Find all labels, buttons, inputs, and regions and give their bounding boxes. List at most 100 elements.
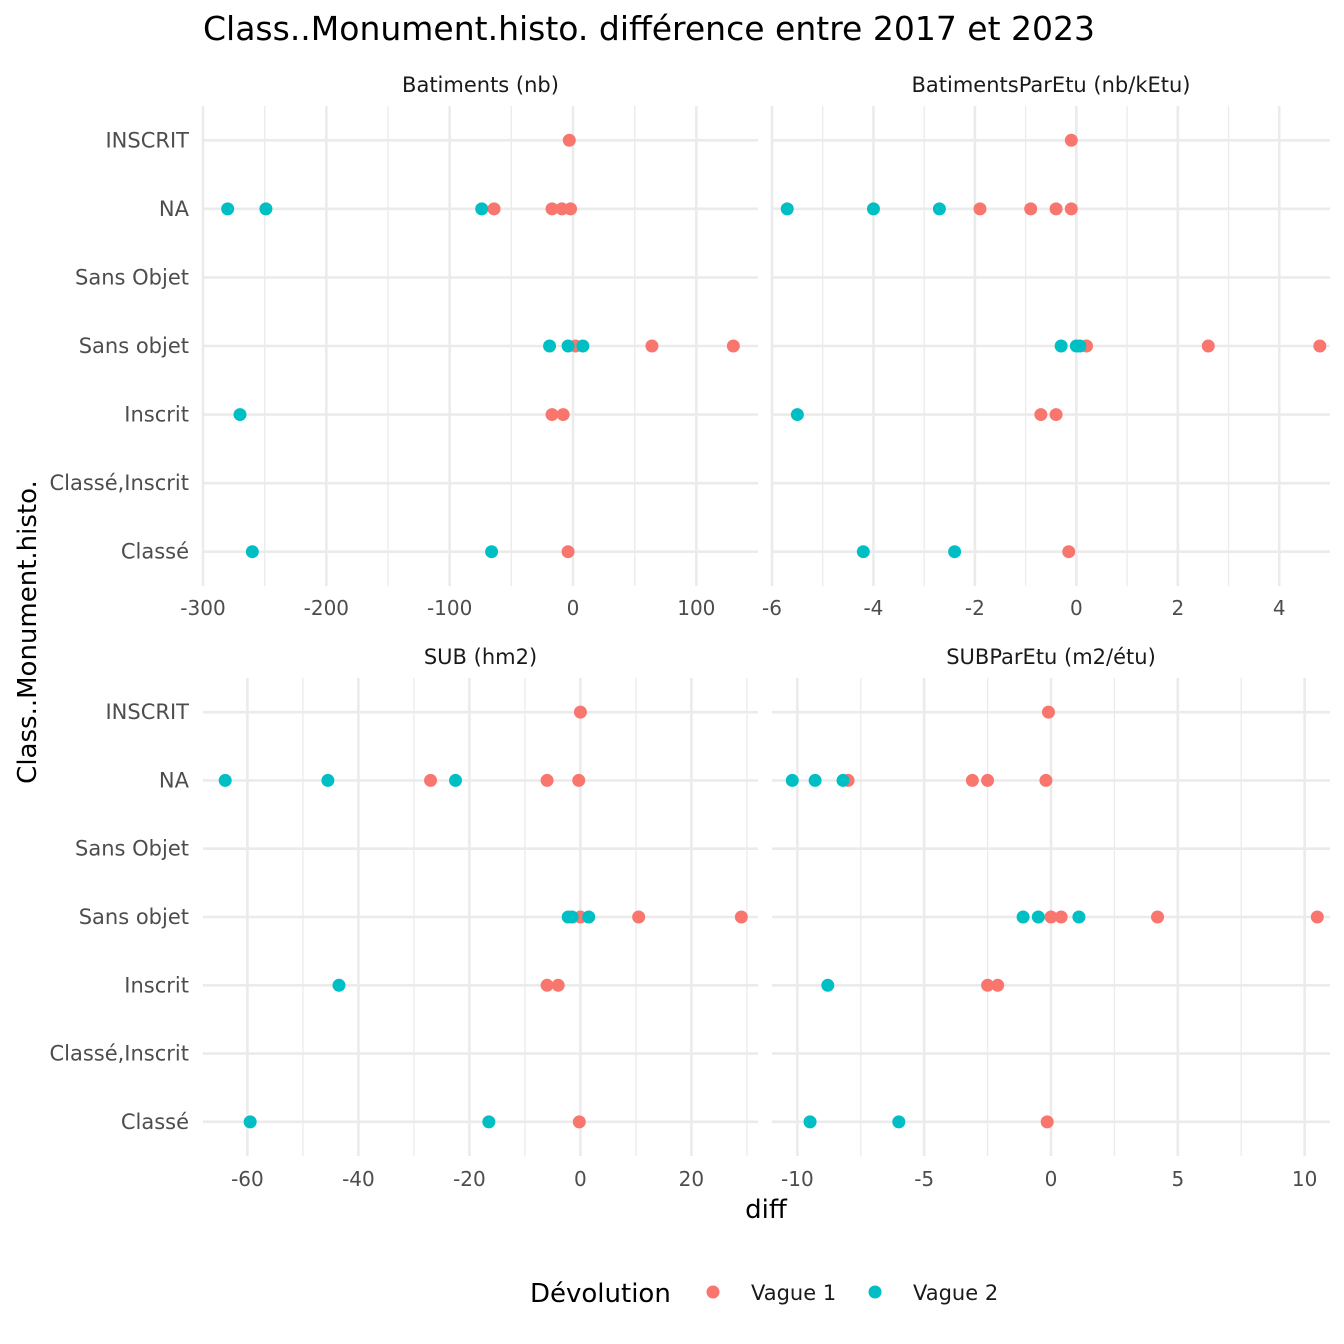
series-vague-2 xyxy=(218,773,596,1129)
data-point xyxy=(564,202,578,216)
data-point xyxy=(1034,408,1048,422)
data-point xyxy=(321,773,335,787)
data-point xyxy=(1040,1115,1054,1129)
data-point xyxy=(734,910,748,924)
y-category-label: Classé,Inscrit xyxy=(49,1042,189,1066)
data-point xyxy=(243,1115,257,1129)
data-point xyxy=(565,910,579,924)
x-tick-label: 100 xyxy=(677,596,715,620)
y-category-label: Inscrit xyxy=(124,403,189,427)
data-point xyxy=(836,773,850,787)
legend-key-vague-2 xyxy=(868,1285,882,1299)
x-tick-label: 2 xyxy=(1171,596,1184,620)
data-point xyxy=(1064,133,1078,147)
data-point xyxy=(1201,339,1215,353)
data-point xyxy=(1062,545,1076,559)
data-point xyxy=(561,339,575,353)
facet-strip-title: SUBParEtu (m2/étu) xyxy=(946,645,1156,669)
data-point xyxy=(973,202,987,216)
legend-label-vague-2: Vague 2 xyxy=(913,1281,998,1305)
data-point xyxy=(556,408,570,422)
data-point xyxy=(551,978,565,992)
x-tick-label: -200 xyxy=(304,596,349,620)
y-category-label: Sans objet xyxy=(79,334,189,358)
data-point xyxy=(233,408,247,422)
data-point xyxy=(1031,910,1045,924)
data-point xyxy=(540,773,554,787)
data-point xyxy=(856,545,870,559)
facet-strip-title: Batiments (nb) xyxy=(402,73,559,97)
panel-sub-hm2: -60 -40 -20 0 20 INSCRIT NA Sans Objet Sans obje… xyxy=(49,645,758,1191)
series-vague-1 xyxy=(424,705,748,1129)
x-tick-label: -60 xyxy=(231,1167,264,1191)
data-point xyxy=(821,978,835,992)
data-point xyxy=(572,773,586,787)
x-tick-label: -2 xyxy=(965,596,985,620)
data-point xyxy=(965,773,979,787)
data-point xyxy=(948,545,962,559)
data-point xyxy=(1044,910,1058,924)
y-category-label: NA xyxy=(159,768,190,792)
data-point xyxy=(218,773,232,787)
series-vague-1 xyxy=(841,705,1324,1129)
y-category-label: Sans Objet xyxy=(75,265,189,289)
data-point xyxy=(1313,339,1327,353)
x-tick-label: -40 xyxy=(342,1167,375,1191)
x-tick-label: 0 xyxy=(1070,596,1083,620)
data-point xyxy=(981,978,995,992)
legend: Dévolution Vague 1 Vague 2 xyxy=(530,1279,998,1309)
chart-title: Class..Monument.histo. différence entre … xyxy=(203,9,1095,48)
data-point xyxy=(1064,202,1078,216)
series-vague-2 xyxy=(221,202,590,559)
data-point xyxy=(487,202,501,216)
x-tick-label: -300 xyxy=(180,596,225,620)
data-point xyxy=(562,133,576,147)
data-point xyxy=(785,773,799,787)
data-point xyxy=(1049,408,1063,422)
x-tick-label: 5 xyxy=(1171,1167,1184,1191)
panel-batimentsparetu-nb-ketu: -6 -4 -2 0 2 4 BatimentsParEtu (nb/kEtu) xyxy=(762,73,1330,620)
y-category-label: Sans Objet xyxy=(75,837,189,861)
data-point xyxy=(1054,339,1068,353)
y-axis-title: Class..Monument.histo. xyxy=(13,480,43,784)
data-point xyxy=(780,202,794,216)
data-point xyxy=(1073,339,1087,353)
data-point xyxy=(572,1115,586,1129)
data-point xyxy=(1151,910,1165,924)
data-point xyxy=(726,339,740,353)
x-tick-label: 0 xyxy=(1045,1167,1058,1191)
data-point xyxy=(991,978,1005,992)
data-point xyxy=(1039,773,1053,787)
data-point xyxy=(1024,202,1038,216)
x-axis-title: diff xyxy=(745,1195,788,1225)
x-tick-label: 10 xyxy=(1292,1167,1317,1191)
y-category-label: Classé xyxy=(121,540,189,564)
x-tick-label: -5 xyxy=(914,1167,934,1191)
data-point xyxy=(803,1115,817,1129)
y-category-label: Inscrit xyxy=(124,973,189,997)
y-category-label: NA xyxy=(159,197,190,221)
x-tick-label: -20 xyxy=(453,1167,486,1191)
data-point xyxy=(332,978,346,992)
data-point xyxy=(1310,910,1324,924)
data-point xyxy=(259,202,273,216)
data-point xyxy=(790,408,804,422)
data-point xyxy=(561,545,575,559)
data-point xyxy=(485,545,499,559)
y-category-label: Classé,Inscrit xyxy=(49,471,189,495)
data-point xyxy=(475,202,489,216)
x-tick-label: 4 xyxy=(1273,596,1286,620)
x-tick-label: -6 xyxy=(762,596,782,620)
facet-strip-title: BatimentsParEtu (nb/kEtu) xyxy=(912,73,1191,97)
data-point xyxy=(1016,910,1030,924)
data-point xyxy=(545,202,559,216)
x-tick-label: -10 xyxy=(781,1167,814,1191)
data-point xyxy=(932,202,946,216)
series-vague-1 xyxy=(487,133,740,559)
panel-subparetu-m2-tu: -10 -5 0 5 10 SUBParEtu (m2/étu) xyxy=(772,645,1330,1191)
data-point xyxy=(866,202,880,216)
data-point xyxy=(892,1115,906,1129)
data-point xyxy=(808,773,822,787)
data-point xyxy=(543,339,557,353)
data-point xyxy=(540,978,554,992)
